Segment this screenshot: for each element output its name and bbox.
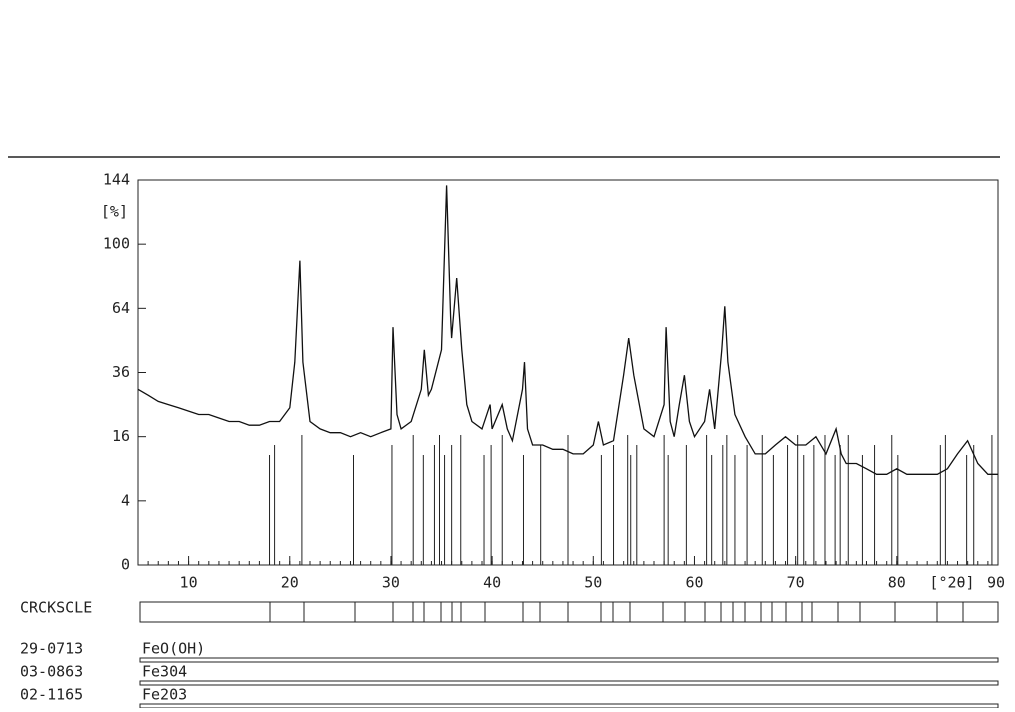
x-tick-label: 60 bbox=[685, 574, 703, 592]
crackscale-box bbox=[140, 602, 998, 622]
phase-name: FeO(OH) bbox=[142, 640, 205, 658]
y-tick-label: 144 bbox=[103, 171, 130, 189]
phase-name: Fe203 bbox=[142, 686, 187, 704]
x-tick-label: 40 bbox=[483, 574, 501, 592]
phase-code: 29-0713 bbox=[20, 640, 83, 658]
y-tick-label: 64 bbox=[112, 299, 130, 317]
crackscale-boxes bbox=[140, 602, 998, 622]
x-unit: [°2θ] bbox=[929, 574, 974, 592]
phase-code: 02-1165 bbox=[20, 686, 83, 704]
x-tick-label: 20 bbox=[281, 574, 299, 592]
x-tick-label: 70 bbox=[787, 574, 805, 592]
x-tick-label: 50 bbox=[584, 574, 602, 592]
phase-bar bbox=[140, 704, 998, 708]
x-tick-label: 90 bbox=[987, 574, 1005, 592]
y-tick-label: 4 bbox=[121, 491, 130, 509]
y-tick-label: 36 bbox=[112, 363, 130, 381]
phase-code: 03-0863 bbox=[20, 663, 83, 681]
pattern-line bbox=[138, 185, 998, 474]
phase-bar bbox=[140, 681, 998, 685]
x-tick-label: 30 bbox=[382, 574, 400, 592]
y-tick-label: 0 bbox=[121, 556, 130, 574]
y-tick-label: 100 bbox=[103, 235, 130, 253]
y-unit: [%] bbox=[101, 203, 128, 221]
phase-name: Fe304 bbox=[142, 663, 187, 681]
chart: [%] [°2θ] CRCKSCLE 10 20 30 40 50 60 70 80 90 0 4 1… bbox=[0, 0, 1015, 708]
x-tick-label: 10 bbox=[180, 574, 198, 592]
x-tick-label: 80 bbox=[888, 574, 906, 592]
crackscale-label: CRCKSCLE bbox=[20, 599, 92, 617]
phase-bar bbox=[140, 658, 998, 662]
y-tick-label: 16 bbox=[112, 427, 130, 445]
